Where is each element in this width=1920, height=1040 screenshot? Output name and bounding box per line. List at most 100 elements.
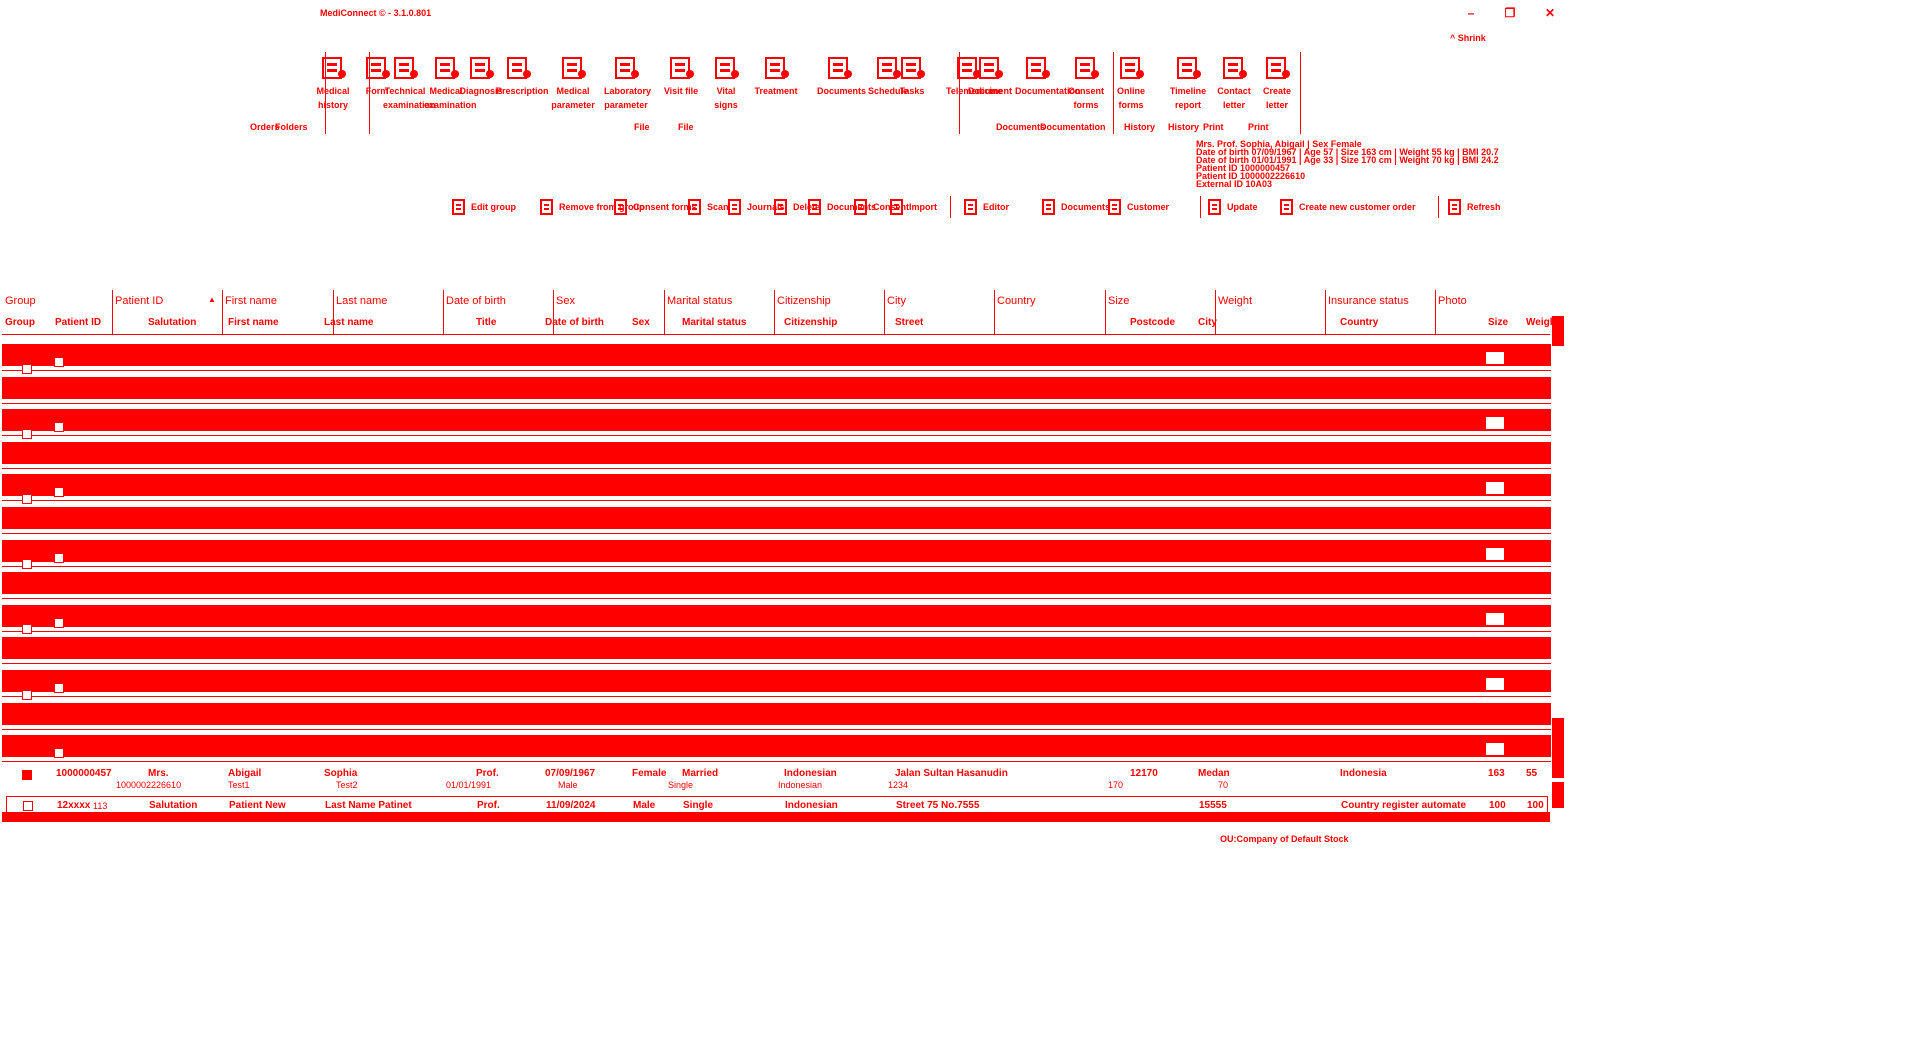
table-row[interactable] [2,474,1551,497]
action-customer-button[interactable]: Customer [1106,198,1169,216]
action-editor-button[interactable]: Editor [962,198,1009,216]
action-scan-button[interactable]: Scan [686,198,729,216]
action-journals-button[interactable]: Journals [726,198,785,216]
row-checkbox[interactable] [54,748,64,759]
photo-icon[interactable] [1486,352,1504,364]
toolbar-schedule-button[interactable]: Schedule [866,54,910,98]
toolbar-laboratory-parameter-button[interactable]: Laboratory parameter [604,54,651,112]
column-header-last-name[interactable]: Last name [324,317,374,328]
table-row[interactable] [2,572,1551,595]
group-header-last-name[interactable]: Last name [336,295,388,307]
action-documents-button[interactable]: Documents [1040,198,1110,216]
group-header-date-of-birth[interactable]: Date of birth [446,295,506,307]
row-checkbox[interactable] [54,552,64,563]
toolbar-documentation-button[interactable]: Documentation [1015,54,1081,98]
action-refresh-button[interactable]: Refresh [1446,198,1501,216]
group-header-citizenship[interactable]: Citizenship [777,295,831,307]
table-row[interactable] [2,735,1551,758]
close-button[interactable]: ✕ [1544,6,1556,20]
table-row[interactable] [2,376,1551,399]
toolbar-documents-button[interactable]: Documents [817,54,866,98]
toolbar-timeline-report-button[interactable]: Timeline report [1166,54,1210,112]
row-checkbox[interactable] [54,487,64,498]
column-header-citizenship[interactable]: Citizenship [784,317,838,328]
group-header-first-name[interactable]: First name [225,295,277,307]
toolbar-tasks-button[interactable]: Tasks [890,54,934,98]
column-header-size[interactable]: Size [1488,317,1509,328]
shrink-button[interactable]: ^ Shrink [1450,33,1486,43]
group-header-photo[interactable]: Photo [1438,295,1467,307]
vertical-scrollbar[interactable] [1551,290,1565,810]
row-checkbox[interactable] [22,559,32,570]
row-checkbox[interactable] [54,357,64,367]
toolbar-medical-parameter-button[interactable]: Medical parameter [551,54,595,112]
toolbar-contact-letter-button[interactable]: Contact letter [1212,54,1256,112]
action-remove-from-group-button[interactable]: Remove from group [538,198,645,216]
toolbar-technical-examination-button[interactable]: Technical examination [383,54,436,112]
table-row[interactable] [2,604,1551,627]
action-consent-forms-button[interactable]: Consent forms [612,198,697,216]
toolbar-consent-forms-button[interactable]: Consent forms [1064,54,1108,112]
minimize-button[interactable]: – [1467,6,1475,20]
column-header-postcode[interactable]: Postcode [1130,317,1176,328]
toolbar-telemedicine-button[interactable]: Telemedicine [946,54,1002,98]
row-checkbox[interactable] [54,683,64,693]
column-header-title[interactable]: Title [476,317,497,328]
photo-icon[interactable] [1486,743,1504,756]
action-documents-button[interactable]: Documents [806,198,876,216]
column-header-weight[interactable]: Weight [1526,317,1560,328]
scroll-up-thumb[interactable] [1552,316,1564,346]
column-header-salutation[interactable]: Salutation [148,317,197,328]
action-edit-group-button[interactable]: Edit group [450,198,516,216]
column-header-marital-status[interactable]: Marital status [682,317,747,328]
group-header-patient-id[interactable]: Patient ID [115,295,164,307]
toolbar-medical-history-button[interactable]: Medical history [311,54,355,112]
photo-icon[interactable] [1486,482,1504,495]
table-row[interactable]: 1000000457 Mrs. Abigail Sophia Prof. 07/… [2,766,1550,796]
photo-icon[interactable] [1486,678,1504,690]
row-checkbox[interactable] [23,801,33,811]
toolbar-prescription-button[interactable]: Prescription [496,54,549,98]
group-header-insurance-status[interactable]: Insurance status [1328,295,1409,307]
column-header-city[interactable]: City [1198,317,1217,328]
column-header-sex[interactable]: Sex [632,317,650,328]
action-import-button[interactable]: Import [888,198,937,216]
action-update-button[interactable]: Update [1206,198,1258,216]
row-checkbox[interactable] [22,494,32,504]
table-row[interactable] [2,507,1551,529]
photo-icon[interactable] [1486,417,1504,430]
toolbar-medical-examination-button[interactable]: Medical examination [424,54,477,112]
group-header-weight[interactable]: Weight [1218,295,1253,307]
toolbar-document-button[interactable]: Document [968,54,1012,98]
column-header-group[interactable]: Group [5,317,35,328]
scroll-down-thumb[interactable] [1552,782,1564,808]
row-checkbox[interactable] [22,428,32,439]
toolbar-create-letter-button[interactable]: Create letter [1255,54,1299,112]
group-header-marital-status[interactable]: Marital status [667,295,733,307]
group-header-group[interactable]: Group [5,295,36,307]
horizontal-scrollbar[interactable] [2,812,1550,822]
group-header-country[interactable]: Country [997,295,1036,307]
patient-grid[interactable]: Group Patient ID First name Last name Date o… [2,290,1559,818]
toolbar-vital-signs-button[interactable]: Vital signs [704,54,748,112]
group-header-sex[interactable]: Sex [556,295,575,307]
table-row[interactable] [2,702,1551,725]
row-checkbox[interactable] [54,617,64,628]
photo-icon[interactable] [1486,612,1504,625]
column-header-street[interactable]: Street [895,317,924,328]
action-create-new-customer-order-button[interactable]: Create new customer order [1278,198,1416,216]
scroll-thumb[interactable] [1552,718,1564,778]
table-row[interactable] [2,409,1551,432]
column-header-patient-id[interactable]: Patient ID [55,317,102,328]
row-checkbox[interactable] [22,770,32,780]
column-header-first-name[interactable]: First name [228,317,279,328]
toolbar-online-forms-button[interactable]: Online forms [1109,54,1153,112]
group-header-city[interactable]: City [887,295,906,307]
table-row[interactable] [2,344,1551,366]
row-checkbox[interactable] [22,624,32,635]
column-header-date-of-birth[interactable]: Date of birth [545,317,604,328]
toolbar-visit-file-button[interactable]: Visit file [659,54,703,98]
restore-button[interactable]: ❐ [1504,6,1516,20]
photo-icon[interactable] [1486,547,1504,560]
sort-ascending-icon[interactable]: ▲ [208,295,216,304]
